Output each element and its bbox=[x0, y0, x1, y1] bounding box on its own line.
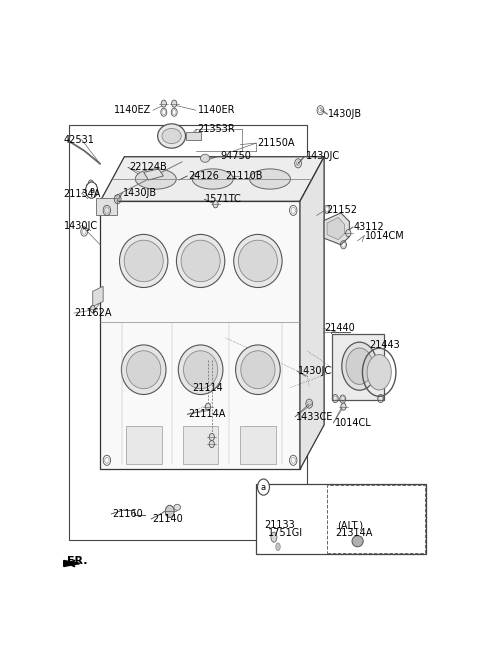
Bar bbox=[183, 426, 218, 464]
Ellipse shape bbox=[342, 342, 377, 390]
Text: 1751GI: 1751GI bbox=[267, 528, 303, 537]
Bar bbox=[256, 484, 426, 555]
Ellipse shape bbox=[201, 154, 210, 162]
Text: 24126: 24126 bbox=[188, 171, 219, 181]
Circle shape bbox=[209, 434, 215, 441]
Text: 21160: 21160 bbox=[112, 509, 143, 519]
Ellipse shape bbox=[239, 240, 277, 282]
Text: 1571TC: 1571TC bbox=[205, 194, 242, 204]
Text: 1430JB: 1430JB bbox=[328, 109, 362, 120]
Text: 1140ER: 1140ER bbox=[198, 105, 235, 115]
Text: a: a bbox=[261, 483, 266, 491]
Text: 21152: 21152 bbox=[326, 206, 357, 215]
Bar bbox=[332, 334, 384, 400]
Ellipse shape bbox=[124, 240, 163, 282]
Polygon shape bbox=[327, 217, 345, 240]
Text: 1430JC: 1430JC bbox=[298, 366, 332, 376]
Text: 21114: 21114 bbox=[192, 384, 223, 394]
Circle shape bbox=[88, 180, 94, 187]
Text: 1140EZ: 1140EZ bbox=[114, 105, 151, 115]
Text: 21110B: 21110B bbox=[226, 171, 263, 181]
Polygon shape bbox=[324, 213, 349, 245]
Circle shape bbox=[85, 182, 97, 198]
Text: 42531: 42531 bbox=[64, 135, 95, 145]
Ellipse shape bbox=[157, 124, 186, 148]
Ellipse shape bbox=[234, 235, 282, 288]
Polygon shape bbox=[100, 201, 300, 469]
Ellipse shape bbox=[181, 240, 220, 282]
Circle shape bbox=[161, 100, 167, 107]
Circle shape bbox=[346, 229, 351, 237]
Circle shape bbox=[209, 441, 215, 447]
Circle shape bbox=[205, 403, 211, 410]
Text: 1014CM: 1014CM bbox=[365, 231, 405, 240]
Text: 43112: 43112 bbox=[354, 222, 384, 232]
Ellipse shape bbox=[352, 535, 363, 547]
Text: 22124B: 22124B bbox=[129, 162, 167, 172]
Circle shape bbox=[165, 505, 174, 518]
Polygon shape bbox=[144, 169, 163, 180]
Text: (ALT.): (ALT.) bbox=[337, 520, 363, 530]
Polygon shape bbox=[64, 560, 79, 566]
Ellipse shape bbox=[276, 543, 280, 551]
Text: 21353R: 21353R bbox=[198, 124, 235, 135]
Ellipse shape bbox=[178, 345, 223, 394]
Polygon shape bbox=[93, 286, 103, 306]
Ellipse shape bbox=[135, 169, 176, 189]
Text: 1014CL: 1014CL bbox=[335, 418, 372, 428]
Text: 21162A: 21162A bbox=[74, 308, 112, 318]
Text: 1430JC: 1430JC bbox=[64, 221, 98, 231]
Bar bbox=[327, 485, 424, 553]
Text: 1430JC: 1430JC bbox=[305, 151, 340, 161]
Ellipse shape bbox=[120, 235, 168, 288]
Ellipse shape bbox=[250, 169, 290, 189]
Text: 21440: 21440 bbox=[324, 323, 355, 333]
Text: 21133: 21133 bbox=[264, 520, 295, 530]
Ellipse shape bbox=[174, 505, 180, 510]
Ellipse shape bbox=[236, 345, 280, 394]
Ellipse shape bbox=[127, 351, 161, 389]
Text: 21443: 21443 bbox=[369, 340, 399, 350]
Bar bbox=[69, 125, 307, 540]
Ellipse shape bbox=[241, 351, 275, 389]
Bar bbox=[186, 133, 201, 139]
Circle shape bbox=[172, 100, 177, 107]
Ellipse shape bbox=[162, 128, 181, 144]
Text: 21134A: 21134A bbox=[64, 189, 101, 198]
Text: 1433CE: 1433CE bbox=[296, 412, 334, 422]
Circle shape bbox=[341, 403, 346, 410]
Bar bbox=[126, 426, 162, 464]
Ellipse shape bbox=[177, 235, 225, 288]
Ellipse shape bbox=[121, 345, 166, 394]
Ellipse shape bbox=[367, 355, 391, 390]
Circle shape bbox=[258, 479, 269, 495]
Ellipse shape bbox=[192, 169, 233, 189]
Text: 1430JB: 1430JB bbox=[123, 188, 157, 198]
Text: 94750: 94750 bbox=[220, 151, 251, 161]
Text: 21150A: 21150A bbox=[257, 138, 295, 148]
Bar bbox=[240, 426, 276, 464]
Text: 21314A: 21314A bbox=[335, 528, 372, 537]
Circle shape bbox=[213, 201, 218, 208]
Text: a: a bbox=[89, 186, 94, 194]
Text: 21114A: 21114A bbox=[188, 409, 226, 419]
Ellipse shape bbox=[271, 532, 277, 542]
Bar bbox=[96, 198, 117, 215]
Ellipse shape bbox=[346, 348, 373, 384]
Text: FR.: FR. bbox=[67, 556, 88, 566]
Polygon shape bbox=[300, 157, 324, 469]
Text: 21140: 21140 bbox=[152, 514, 183, 524]
Polygon shape bbox=[100, 157, 324, 201]
Circle shape bbox=[90, 306, 96, 313]
Ellipse shape bbox=[183, 351, 218, 389]
